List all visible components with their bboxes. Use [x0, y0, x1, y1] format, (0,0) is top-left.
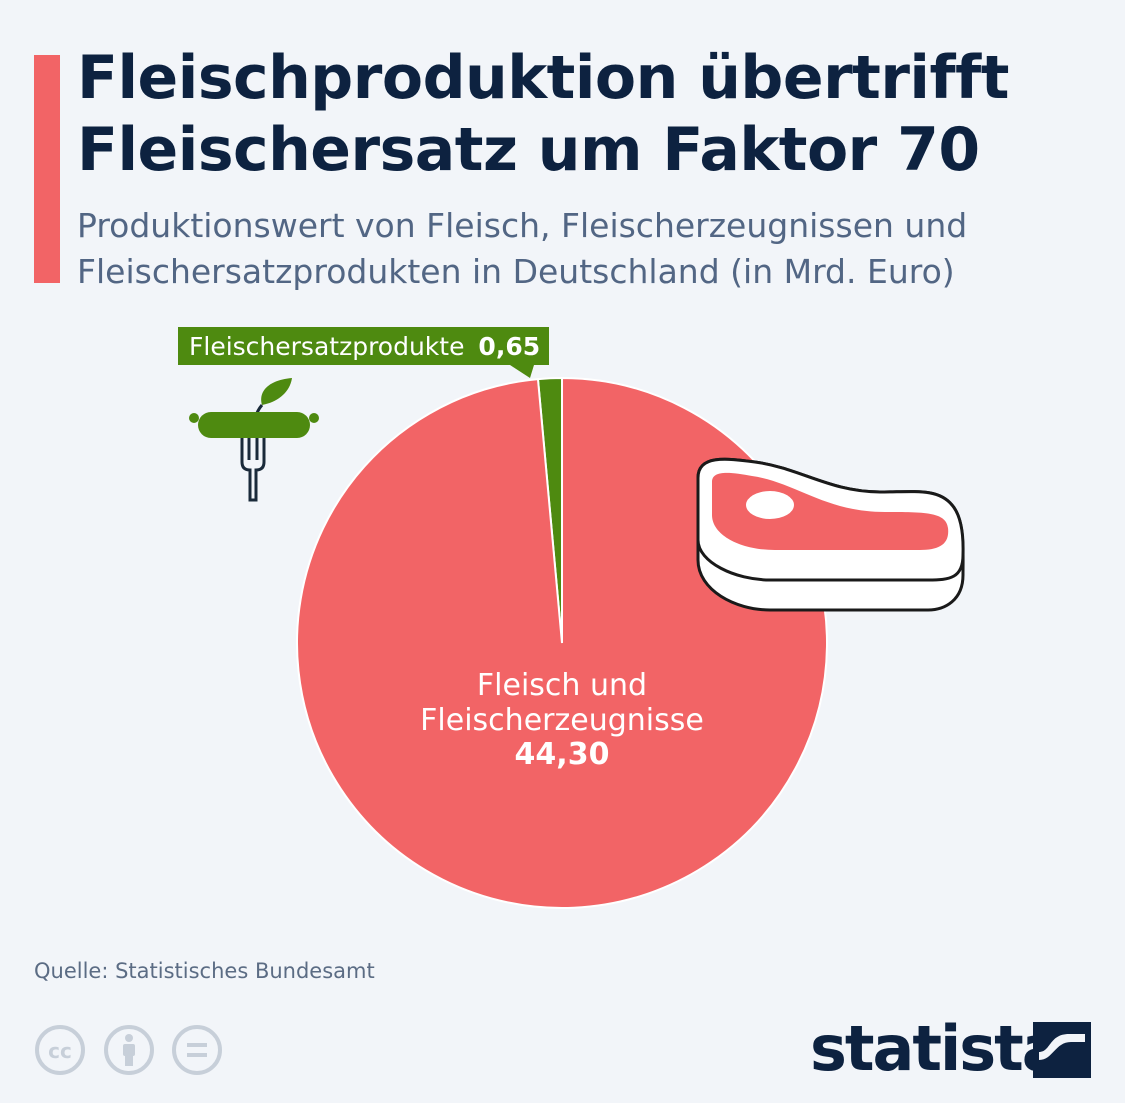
- svg-text:cc: cc: [48, 1039, 72, 1063]
- brand-wordmark[interactable]: statista: [810, 1012, 1064, 1085]
- steak-icon: [696, 457, 965, 612]
- nd-icon[interactable]: [171, 1024, 223, 1076]
- title-accent-bar: [34, 55, 60, 283]
- meat-label: Fleisch und Fleischerzeugnisse 44,30: [420, 668, 704, 772]
- meat-value: 44,30: [515, 737, 610, 772]
- meat-label-line2: Fleischerzeugnisse: [420, 703, 704, 738]
- sausage-fork-icon: [189, 378, 319, 502]
- meat-label-line1: Fleisch und: [477, 668, 647, 703]
- svg-text:Fleischersatzprodukte 0,: Fleischersatzprodukte 0,65: [189, 332, 540, 361]
- pie-chart: Fleischersatzprodukte 0,65 Fleisch und F…: [178, 327, 965, 909]
- chart-title: Fleischproduktion übertrifft Fleischersa…: [77, 43, 1009, 185]
- cc-icon[interactable]: cc: [34, 1024, 86, 1076]
- substitute-value: 0,65: [478, 332, 540, 361]
- pie-slice-meat: [296, 376, 828, 909]
- top-decoration-mark: ˟: [40, 0, 50, 16]
- statista-logo-icon[interactable]: [1033, 1022, 1091, 1078]
- source-note: Quelle: Statistisches Bundesamt: [34, 959, 375, 983]
- by-icon[interactable]: [103, 1024, 155, 1076]
- substitute-callout: Fleischersatzprodukte 0,65: [178, 327, 549, 378]
- substitute-label: Fleischersatzprodukte: [189, 332, 464, 361]
- top-decoration-mark: ˟: [705, 0, 715, 16]
- chart-subtitle: Produktionswert von Fleisch, Fleischerze…: [77, 206, 968, 291]
